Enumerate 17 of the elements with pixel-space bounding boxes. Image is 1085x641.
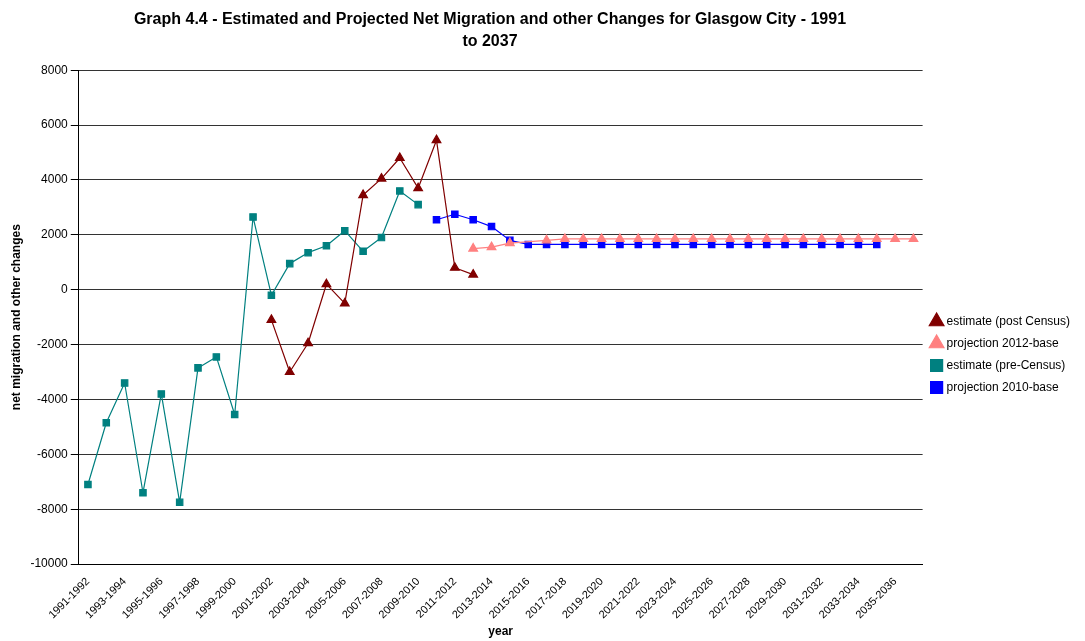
y-tick-label: -2000 [37, 336, 69, 351]
y-tick-label: -10000 [30, 556, 69, 571]
y-tick-label: -4000 [37, 391, 69, 406]
y-tick-label: 8000 [41, 62, 69, 77]
y-tick-label: 0 [61, 282, 69, 297]
legend-label: estimate (pre-Census) [946, 357, 1066, 372]
legend-label: estimate (post Census) [946, 313, 1071, 328]
x-axis-title: year [488, 624, 514, 639]
y-tick-label: 4000 [41, 172, 69, 187]
y-tick-label: 6000 [41, 117, 69, 132]
y-tick-label: -6000 [37, 446, 69, 461]
y-axis-title: net migration and other changes [8, 223, 23, 411]
y-tick-label: 2000 [41, 227, 69, 242]
legend-label: projection 2010-base [946, 379, 1060, 394]
y-tick-label: -8000 [37, 501, 69, 516]
chart-title: Graph 4.4 - Estimated and Projected Net Migration and other Changes for Glasgow City - 1991 to 2037 [132, 9, 848, 51]
legend-label: projection 2012-base [946, 335, 1060, 350]
